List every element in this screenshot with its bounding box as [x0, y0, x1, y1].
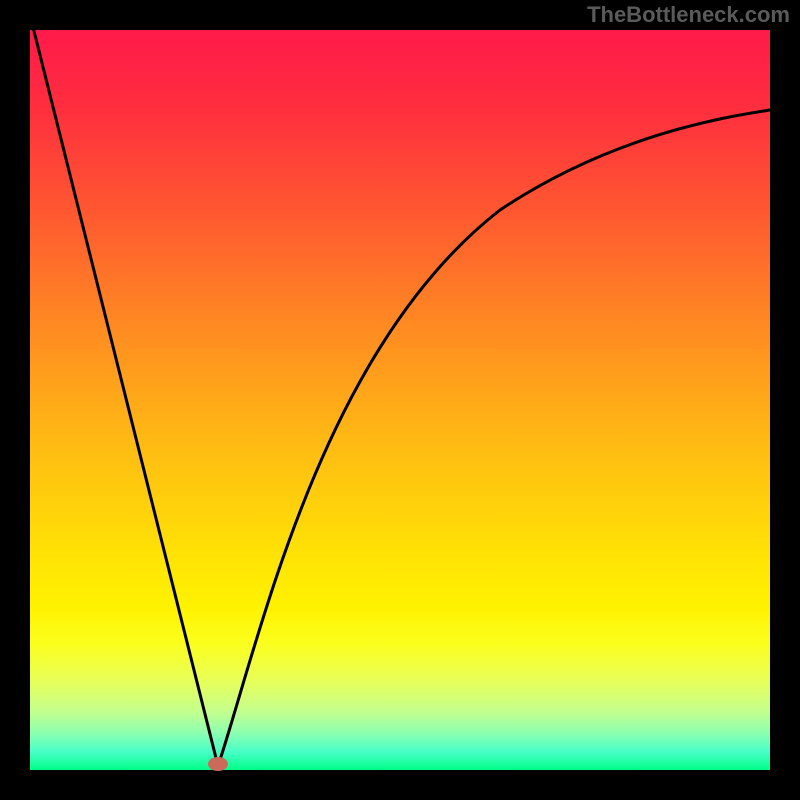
plot-background: [30, 30, 770, 770]
watermark-text: TheBottleneck.com: [587, 2, 790, 28]
chart-container: { "watermark": { "text": "TheBottleneck.…: [0, 0, 800, 800]
minimum-marker: [208, 757, 228, 771]
bottleneck-chart: [0, 0, 800, 800]
